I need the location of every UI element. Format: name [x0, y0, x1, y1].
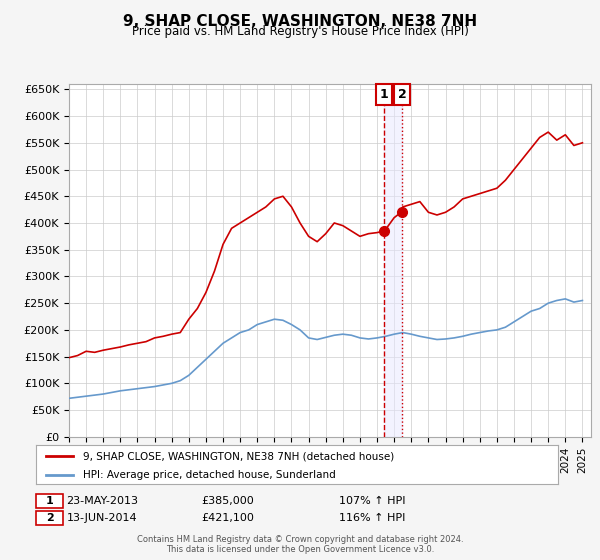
Text: 13-JUN-2014: 13-JUN-2014: [67, 513, 137, 523]
Text: 107% ↑ HPI: 107% ↑ HPI: [339, 496, 405, 506]
Text: 2: 2: [398, 88, 406, 101]
Text: HPI: Average price, detached house, Sunderland: HPI: Average price, detached house, Sund…: [83, 470, 336, 479]
Bar: [384, 84, 402, 437]
Text: 2: 2: [46, 513, 53, 523]
Text: 9, SHAP CLOSE, WASHINGTON, NE38 7NH (detached house): 9, SHAP CLOSE, WASHINGTON, NE38 7NH (det…: [83, 451, 394, 461]
Text: 1: 1: [379, 88, 388, 101]
Text: Contains HM Land Registry data © Crown copyright and database right 2024.
This d: Contains HM Land Registry data © Crown c…: [137, 535, 463, 554]
Text: Price paid vs. HM Land Registry's House Price Index (HPI): Price paid vs. HM Land Registry's House …: [131, 25, 469, 38]
Text: £385,000: £385,000: [202, 496, 254, 506]
Text: 116% ↑ HPI: 116% ↑ HPI: [339, 513, 405, 523]
Text: £421,100: £421,100: [202, 513, 254, 523]
Text: 1: 1: [46, 496, 53, 506]
Text: 9, SHAP CLOSE, WASHINGTON, NE38 7NH: 9, SHAP CLOSE, WASHINGTON, NE38 7NH: [123, 14, 477, 29]
Text: 23-MAY-2013: 23-MAY-2013: [66, 496, 138, 506]
